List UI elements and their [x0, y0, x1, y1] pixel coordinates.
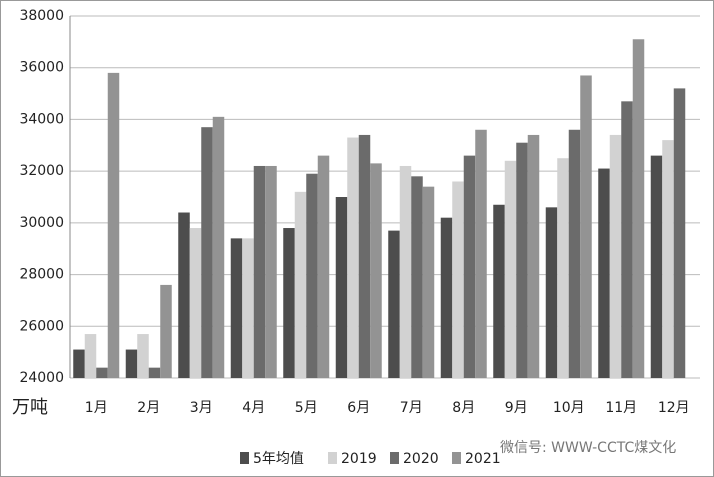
bar: [178, 212, 190, 378]
y-tick-label: 26000: [19, 318, 64, 334]
bar: [422, 186, 435, 378]
x-tick-label: 3月: [190, 400, 213, 416]
bar: [73, 349, 85, 378]
x-tick-label: 11月: [605, 400, 637, 416]
legend-label: 2019: [341, 451, 377, 467]
legend-swatch: [240, 452, 249, 464]
bar: [475, 129, 487, 378]
bar: [662, 140, 674, 378]
bar: [545, 207, 558, 378]
bar: [399, 165, 412, 378]
x-tick-label: 5月: [295, 400, 318, 416]
bar: [632, 39, 645, 379]
legend-swatch: [328, 452, 337, 464]
x-tick-label: 6月: [347, 400, 370, 416]
y-unit: 万吨: [12, 397, 48, 418]
bar: [411, 176, 423, 378]
bar: [673, 88, 686, 379]
bar: [347, 137, 359, 378]
bar: [358, 134, 371, 378]
bar: [516, 142, 528, 378]
bar: [294, 191, 307, 378]
x-tick-label: 1月: [85, 400, 108, 416]
watermark: 微信号: WWW-CCTC煤文化: [500, 440, 676, 456]
bar: [160, 284, 172, 378]
bar: [137, 334, 149, 378]
bar: [189, 228, 202, 378]
bar: [230, 238, 243, 378]
bar: [96, 367, 108, 378]
bar: [609, 134, 622, 378]
bar: [440, 217, 453, 378]
bar: [493, 204, 505, 378]
legend-swatch: [452, 452, 461, 464]
y-tick-label: 24000: [19, 370, 64, 386]
x-tick-label: 9月: [505, 400, 528, 416]
bar: [84, 334, 97, 378]
x-tick-label: 7月: [400, 400, 423, 416]
x-tick-label: 4月: [242, 400, 265, 416]
x-tick-label: 2月: [137, 400, 160, 416]
bar: [527, 134, 540, 378]
legend-swatch: [390, 452, 399, 464]
x-tick-label: 12月: [658, 400, 690, 416]
bar: [463, 155, 476, 378]
legend-label: 2021: [465, 451, 501, 467]
bar: [598, 168, 610, 378]
bar: [568, 129, 581, 378]
bar: [253, 165, 266, 378]
legend-label: 5年均值: [253, 451, 304, 467]
bar: [388, 230, 400, 378]
bar: [107, 72, 120, 378]
y-tick-label: 38000: [19, 8, 64, 24]
bar: [557, 158, 569, 378]
x-tick-label: 10月: [553, 400, 585, 416]
bar: [283, 228, 295, 378]
bar: [650, 155, 663, 378]
bar: [125, 349, 138, 378]
bar: [621, 101, 633, 378]
y-tick-label: 34000: [19, 111, 64, 127]
y-tick-label: 30000: [19, 215, 64, 231]
bar: [504, 160, 517, 378]
y-tick-label: 32000: [19, 163, 64, 179]
bar: [201, 127, 213, 378]
bar: [148, 367, 161, 378]
bar: [370, 163, 382, 378]
bar: [452, 181, 464, 378]
bar: [580, 75, 592, 378]
bar: [242, 238, 254, 378]
x-tick-label: 8月: [452, 400, 475, 416]
bar: [212, 116, 225, 378]
y-tick-label: 36000: [19, 60, 64, 76]
bar: [265, 165, 277, 378]
bar: [317, 155, 330, 378]
legend-label: 2020: [403, 451, 439, 467]
bar: [335, 197, 348, 378]
bar: [306, 173, 318, 378]
y-tick-label: 28000: [19, 267, 64, 283]
